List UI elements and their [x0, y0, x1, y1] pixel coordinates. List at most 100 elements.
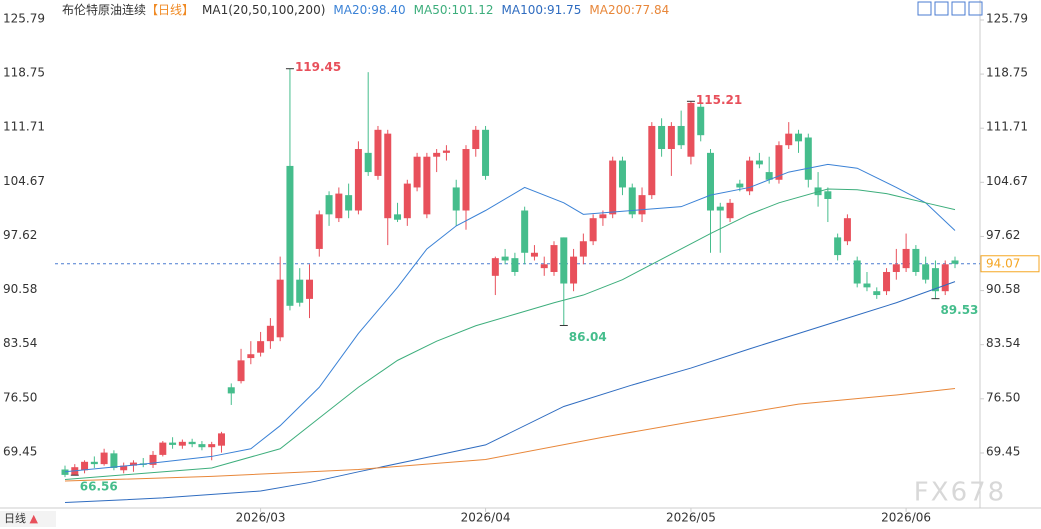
- candle-body: [648, 125, 656, 196]
- y-tick-label-right: 97.62: [986, 228, 1020, 242]
- candle-body: [394, 214, 402, 220]
- candle-body: [628, 187, 636, 215]
- candle-body: [863, 283, 871, 288]
- candle-body: [765, 172, 773, 180]
- candle-body: [579, 241, 587, 257]
- candle-body: [286, 165, 294, 306]
- y-tick-label-right: 111.71: [986, 120, 1028, 134]
- candle-body: [706, 152, 714, 211]
- y-tick-label-right: 83.54: [986, 336, 1020, 350]
- x-tick-label: 2026/04: [461, 511, 511, 525]
- candle-body: [266, 325, 274, 342]
- x-tick-label: 2026/05: [666, 511, 716, 525]
- candle-body: [912, 248, 920, 272]
- tool-icon[interactable]: [968, 1, 983, 16]
- candle-body: [452, 187, 460, 211]
- period-selector[interactable]: 日线 ▲: [0, 511, 56, 527]
- tool-icon[interactable]: [917, 1, 932, 16]
- candle-body: [687, 102, 695, 157]
- candle-body: [726, 202, 734, 219]
- legend-entry: MA100:91.75: [501, 3, 582, 17]
- candle-body: [922, 264, 930, 280]
- candle-body: [442, 150, 450, 153]
- candle-body: [276, 279, 284, 338]
- candle-body: [335, 193, 343, 219]
- candle-body: [697, 106, 705, 136]
- candle-body: [677, 125, 685, 146]
- y-tick-label-right: 125.79: [986, 11, 1028, 25]
- candle-body: [198, 444, 206, 448]
- candle-body: [951, 260, 959, 264]
- candle-body: [100, 452, 108, 465]
- candle-body: [472, 129, 480, 150]
- chart-title: 布伦特原油连续: [62, 3, 147, 17]
- candle-body: [736, 183, 744, 188]
- candle-body: [902, 248, 910, 269]
- annotation-label: 66.56: [80, 480, 118, 494]
- candle-body: [159, 442, 167, 455]
- tool-icon[interactable]: [951, 1, 966, 16]
- candle-body: [804, 137, 812, 180]
- last-price-box: [980, 255, 1040, 273]
- bottom-label: 日线: [4, 512, 26, 525]
- candle-body: [795, 133, 803, 142]
- watermark: FX678: [914, 478, 1006, 508]
- candle-body: [413, 156, 421, 188]
- candle-body: [931, 268, 939, 292]
- ma-line: [64, 281, 956, 504]
- legend: 布伦特原油连续【日线】 MA1(20,50,100,200) MA20:98.40 M…: [62, 2, 685, 18]
- annotation-label: 86.04: [569, 330, 607, 344]
- candle-body: [178, 441, 186, 446]
- candle-body: [775, 145, 783, 180]
- ma-line: [64, 188, 956, 480]
- last-price-label: 94.07: [986, 256, 1020, 270]
- candle-body: [257, 341, 265, 353]
- y-tick-label-left: 76.50: [3, 390, 37, 404]
- candle-body: [208, 444, 216, 448]
- candle-body: [384, 133, 392, 219]
- candle-body: [423, 156, 431, 215]
- candle-body: [883, 271, 891, 292]
- candle-body: [306, 279, 314, 299]
- candle-body: [217, 433, 225, 446]
- candle-body: [834, 237, 842, 256]
- candle-body: [873, 291, 881, 296]
- candle-body: [511, 258, 519, 272]
- candle-body: [403, 183, 411, 219]
- candle-body: [658, 125, 666, 150]
- candle-body: [785, 133, 793, 146]
- legend-entry: MA20:98.40: [333, 3, 406, 17]
- candle-body: [746, 160, 754, 192]
- candle-body: [843, 218, 851, 242]
- candle-body: [120, 465, 128, 471]
- candle-body: [129, 462, 137, 466]
- candle-body: [169, 442, 177, 445]
- candle-body: [638, 195, 646, 215]
- candle-body: [345, 195, 353, 211]
- candle-body: [296, 279, 304, 303]
- candle-body: [491, 258, 499, 276]
- candle-body: [374, 129, 382, 176]
- candle-body: [667, 125, 675, 150]
- y-tick-label-right: 69.45: [986, 444, 1020, 458]
- candle-body: [824, 191, 832, 199]
- candle-body: [501, 256, 509, 261]
- legend-entry: MA200:77.84: [589, 3, 670, 17]
- tool-icon[interactable]: [934, 1, 949, 16]
- y-tick-label-right: 76.50: [986, 390, 1020, 404]
- legend-entry: MA50:101.12: [413, 3, 494, 17]
- ma-line: [64, 163, 956, 473]
- period-label[interactable]: 【日线】: [146, 3, 195, 17]
- toolbar[interactable]: [917, 1, 983, 16]
- candle-body: [433, 152, 441, 157]
- y-tick-label-right: 118.75: [986, 66, 1028, 80]
- candle-body: [618, 160, 626, 188]
- candle-body: [941, 264, 949, 292]
- candle-body: [110, 453, 118, 468]
- legend-items: MA20:98.40 MA50:101.12 MA100:91.75 MA200:77…: [333, 3, 677, 17]
- candle-body: [81, 461, 89, 471]
- candle-body: [325, 195, 333, 215]
- candle-body: [149, 454, 157, 465]
- candle-body: [521, 210, 529, 253]
